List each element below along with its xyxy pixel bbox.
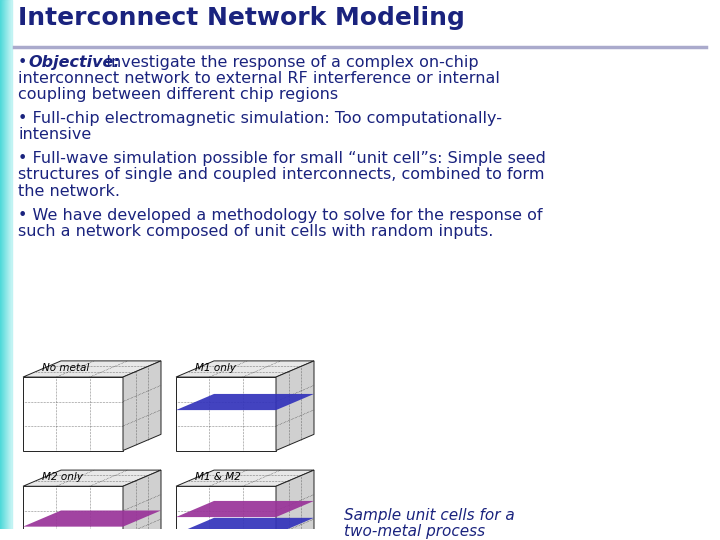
Polygon shape (176, 501, 314, 517)
Bar (2, 0, 3, 529)
Text: the network.: the network. (18, 184, 120, 199)
Text: interconnect network to external RF interference or internal: interconnect network to external RF inte… (18, 71, 500, 86)
Text: • Full-wave simulation possible for small “unit cell”s: Simple seed: • Full-wave simulation possible for smal… (18, 151, 546, 166)
Text: M2 only: M2 only (42, 472, 83, 482)
Text: Sample unit cells for a: Sample unit cells for a (344, 508, 515, 523)
Polygon shape (23, 470, 161, 486)
Polygon shape (123, 361, 161, 450)
Text: two-metal process: two-metal process (344, 524, 485, 539)
Bar (11, 0, 12, 529)
Bar (10, 0, 11, 529)
Polygon shape (176, 361, 314, 377)
Text: • We have developed a methodology to solve for the response of: • We have developed a methodology to sol… (18, 207, 542, 222)
Text: coupling between different chip regions: coupling between different chip regions (18, 87, 338, 102)
Bar (9, 0, 10, 529)
Bar (3, 0, 4, 529)
Text: intensive: intensive (18, 127, 91, 143)
Bar (7, 0, 8, 529)
Text: No metal: No metal (42, 363, 89, 373)
Polygon shape (23, 510, 161, 526)
Text: •: • (18, 55, 32, 70)
Text: such a network composed of unit cells with random inputs.: such a network composed of unit cells wi… (18, 224, 493, 239)
Polygon shape (276, 361, 314, 450)
Polygon shape (276, 470, 314, 540)
Polygon shape (176, 377, 276, 450)
Polygon shape (176, 486, 276, 540)
Polygon shape (176, 518, 314, 534)
Polygon shape (176, 470, 314, 486)
Bar (1, 0, 2, 529)
Text: M1 & M2: M1 & M2 (195, 472, 241, 482)
Text: Investigate the response of a complex on-chip: Investigate the response of a complex on… (96, 55, 479, 70)
Text: M1 only: M1 only (195, 363, 236, 373)
Polygon shape (23, 377, 123, 450)
Bar (0, 0, 1, 529)
Polygon shape (176, 394, 314, 410)
Text: Objective:: Objective: (28, 55, 120, 70)
Polygon shape (23, 361, 161, 377)
Text: structures of single and coupled interconnects, combined to form: structures of single and coupled interco… (18, 167, 544, 183)
Bar (8, 0, 9, 529)
Polygon shape (23, 486, 123, 540)
Text: • Full-chip electromagnetic simulation: Too computationally-: • Full-chip electromagnetic simulation: … (18, 111, 502, 126)
Bar (4, 0, 5, 529)
Bar (5, 0, 6, 529)
Text: Interconnect Network Modeling: Interconnect Network Modeling (18, 6, 465, 30)
Bar (6, 0, 7, 529)
Polygon shape (123, 470, 161, 540)
